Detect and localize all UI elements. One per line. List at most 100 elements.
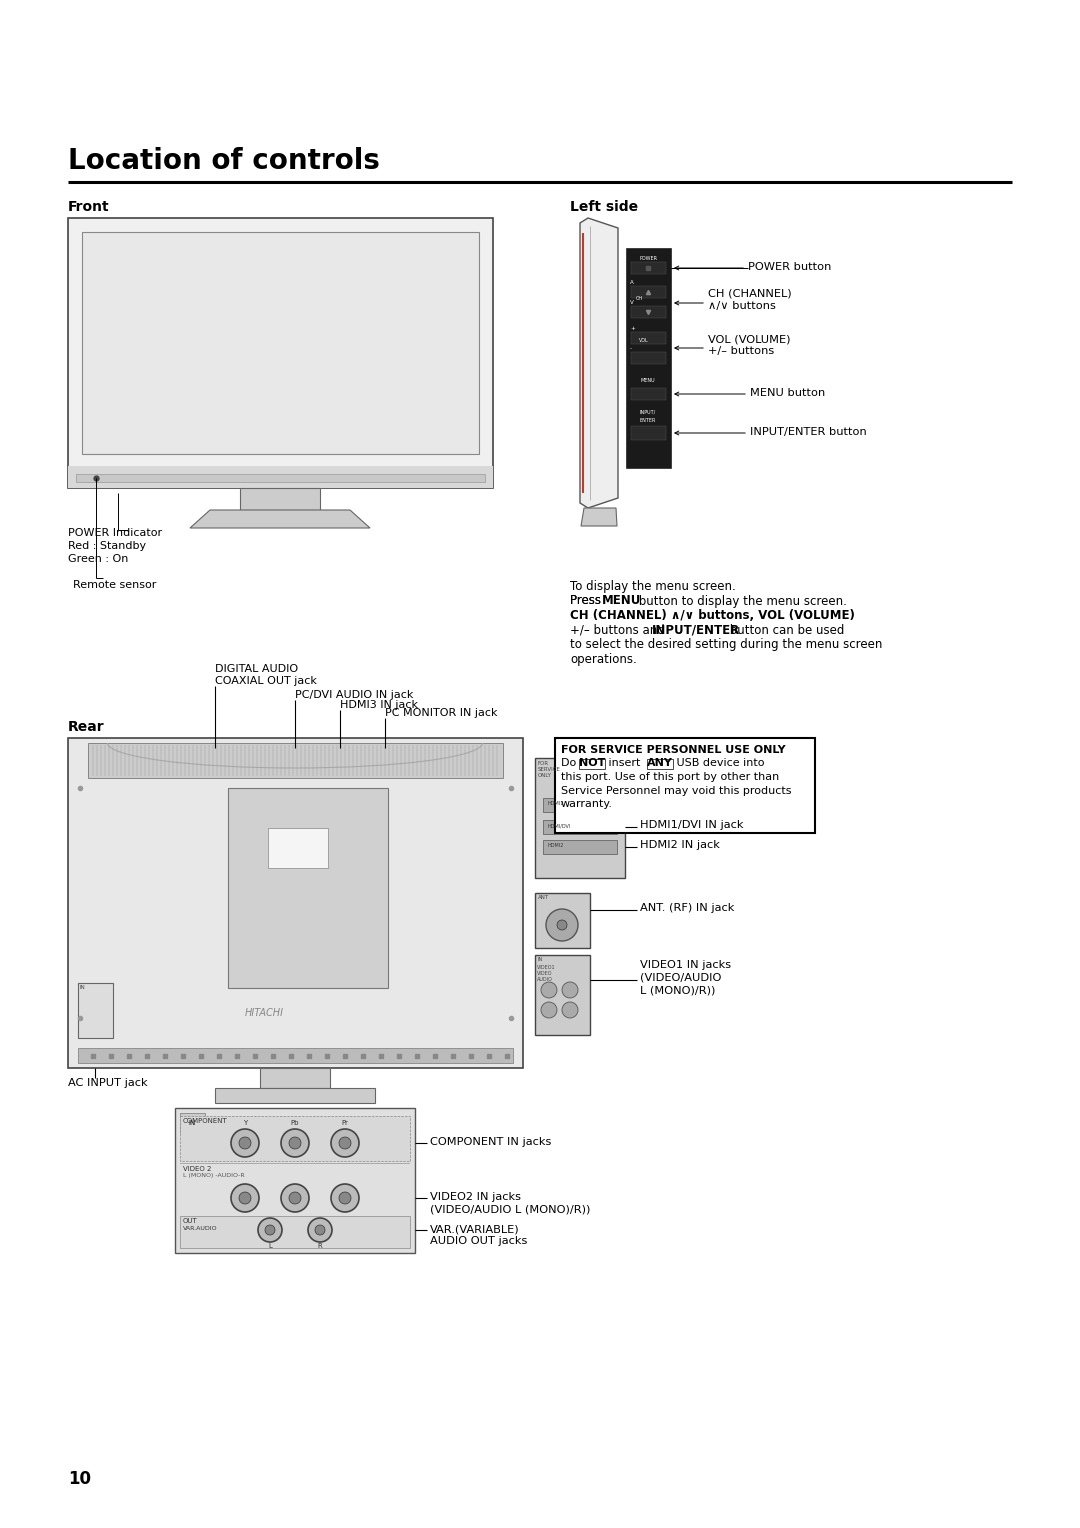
Text: operations.: operations. <box>570 652 637 666</box>
Bar <box>78 1048 513 1063</box>
Text: OUT: OUT <box>183 1218 198 1224</box>
Text: Pb: Pb <box>291 1120 299 1126</box>
Text: PC/DVI AUDIO IN jack: PC/DVI AUDIO IN jack <box>295 691 414 700</box>
Circle shape <box>239 1192 251 1204</box>
Bar <box>76 474 485 481</box>
Text: Front: Front <box>68 200 110 214</box>
Text: HDMI2 IN jack: HDMI2 IN jack <box>640 840 720 850</box>
Text: DIGITAL AUDIO
COAXIAL OUT jack: DIGITAL AUDIO COAXIAL OUT jack <box>215 663 316 686</box>
Text: NOT: NOT <box>579 758 606 769</box>
Bar <box>631 388 666 400</box>
Bar <box>535 955 590 1034</box>
Polygon shape <box>190 510 370 529</box>
Bar <box>82 232 480 454</box>
Text: PC MONITOR IN jack: PC MONITOR IN jack <box>384 707 498 718</box>
Circle shape <box>546 909 578 941</box>
Circle shape <box>541 1002 557 1018</box>
Text: Left side: Left side <box>570 200 638 214</box>
Circle shape <box>557 920 567 931</box>
Text: Press: Press <box>570 594 605 608</box>
Text: insert: insert <box>605 758 644 769</box>
Circle shape <box>330 1129 359 1157</box>
Bar <box>535 758 625 879</box>
Text: COMPONENT: COMPONENT <box>183 1118 228 1125</box>
Text: IN: IN <box>80 986 85 990</box>
Bar <box>535 892 590 947</box>
Text: warranty.: warranty. <box>561 799 613 808</box>
Text: INPUT/ENTER button: INPUT/ENTER button <box>750 426 867 437</box>
Text: Service Personnel may void this products: Service Personnel may void this products <box>561 785 792 796</box>
Text: CH (CHANNEL)
∧/∨ buttons: CH (CHANNEL) ∧/∨ buttons <box>708 289 792 312</box>
Circle shape <box>289 1192 301 1204</box>
Text: VIDEO 2: VIDEO 2 <box>183 1166 212 1172</box>
Circle shape <box>258 1218 282 1242</box>
Text: ANT. (RF) IN jack: ANT. (RF) IN jack <box>640 903 734 914</box>
Text: MENU button: MENU button <box>750 388 825 397</box>
Text: Remote sensor: Remote sensor <box>73 581 157 590</box>
Text: VOL: VOL <box>639 338 649 342</box>
Text: Location of controls: Location of controls <box>68 147 380 176</box>
Text: VIDEO2 IN jacks
(VIDEO/AUDIO L (MONO)/R)): VIDEO2 IN jacks (VIDEO/AUDIO L (MONO)/R)… <box>430 1192 591 1215</box>
Circle shape <box>339 1137 351 1149</box>
Text: -: - <box>630 345 632 351</box>
Text: IN: IN <box>188 1120 195 1126</box>
Text: HDMI1/DVI IN jack: HDMI1/DVI IN jack <box>640 821 743 830</box>
Bar <box>631 306 666 318</box>
Bar <box>631 286 666 298</box>
Text: 10: 10 <box>68 1470 91 1488</box>
Circle shape <box>231 1129 259 1157</box>
Polygon shape <box>580 219 618 507</box>
Text: L (MONO) -AUDIO-R: L (MONO) -AUDIO-R <box>183 1174 245 1178</box>
Circle shape <box>281 1129 309 1157</box>
Bar <box>268 828 328 868</box>
Text: POWER Indicator
Red : Standby
Green : On: POWER Indicator Red : Standby Green : On <box>68 529 162 564</box>
Text: VIDEO1
VIDEO
AUDIO: VIDEO1 VIDEO AUDIO <box>537 966 555 981</box>
Bar <box>555 738 815 833</box>
Text: INPUT/: INPUT/ <box>639 410 657 416</box>
Text: +/– buttons and: +/– buttons and <box>570 623 669 637</box>
Text: HITACHI: HITACHI <box>245 1008 284 1018</box>
Text: R: R <box>318 1242 322 1248</box>
Bar <box>631 332 666 344</box>
Text: FOR
SERVICE
ONLY: FOR SERVICE ONLY <box>538 761 561 778</box>
Circle shape <box>339 1192 351 1204</box>
Circle shape <box>315 1225 325 1235</box>
Circle shape <box>231 1184 259 1212</box>
Text: HDMI/DVI: HDMI/DVI <box>546 824 570 828</box>
Circle shape <box>541 983 557 998</box>
Bar <box>240 487 320 510</box>
Text: USB device into: USB device into <box>673 758 765 769</box>
Text: ENTER: ENTER <box>639 419 657 423</box>
Text: Press: Press <box>570 594 605 608</box>
Bar <box>543 840 617 854</box>
Text: this port. Use of this port by other than: this port. Use of this port by other tha… <box>561 772 780 782</box>
Text: POWER button: POWER button <box>748 261 832 272</box>
Bar <box>78 983 113 1038</box>
Text: VAR.AUDIO: VAR.AUDIO <box>183 1225 218 1232</box>
Bar <box>260 1068 330 1088</box>
Bar <box>68 219 492 487</box>
Bar <box>626 248 671 468</box>
Text: HDMI1: HDMI1 <box>546 801 564 805</box>
Bar <box>68 466 492 487</box>
Text: IN: IN <box>537 957 542 963</box>
Text: HDMI3 IN jack: HDMI3 IN jack <box>340 700 418 711</box>
Circle shape <box>239 1137 251 1149</box>
Text: Pr: Pr <box>341 1120 349 1126</box>
Text: MENU: MENU <box>602 594 642 608</box>
Text: button can be used: button can be used <box>726 623 845 637</box>
Bar <box>87 743 503 778</box>
Text: VIDEO1 IN jacks
(VIDEO/AUDIO
L (MONO)/R)): VIDEO1 IN jacks (VIDEO/AUDIO L (MONO)/R)… <box>640 960 731 996</box>
Text: V: V <box>630 299 634 306</box>
Text: CH (CHANNEL) ∧/∨ buttons, VOL (VOLUME): CH (CHANNEL) ∧/∨ buttons, VOL (VOLUME) <box>570 610 855 622</box>
Circle shape <box>562 1002 578 1018</box>
Text: to select the desired setting during the menu screen: to select the desired setting during the… <box>570 639 882 651</box>
Bar <box>180 1216 410 1248</box>
Bar <box>68 738 523 1068</box>
Text: Do: Do <box>561 758 580 769</box>
Circle shape <box>265 1225 275 1235</box>
Text: MENU: MENU <box>640 377 656 384</box>
Circle shape <box>308 1218 332 1242</box>
Bar <box>175 1108 415 1253</box>
Polygon shape <box>581 507 617 526</box>
